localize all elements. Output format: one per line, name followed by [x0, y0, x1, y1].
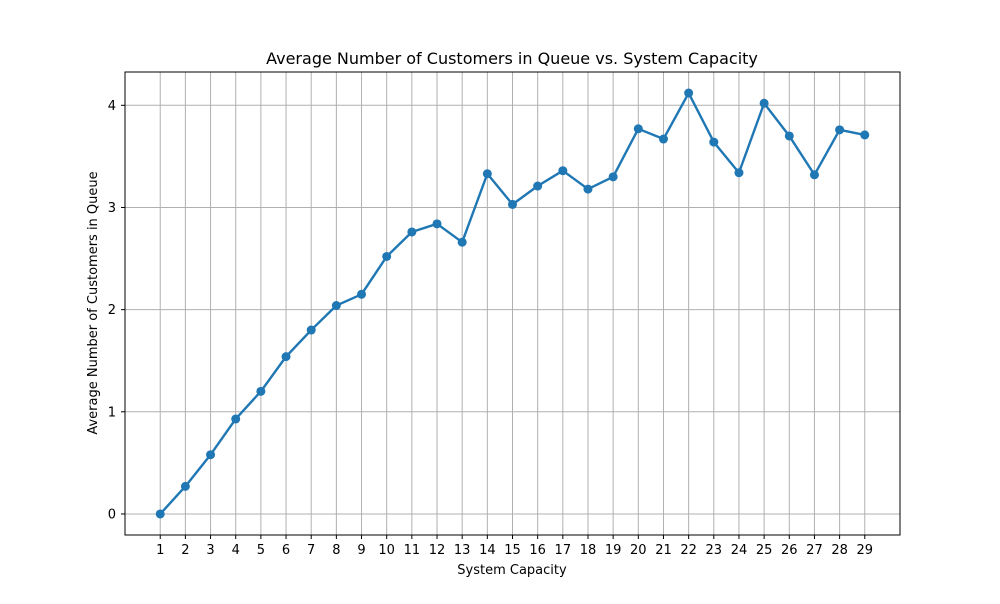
data-point — [231, 414, 241, 424]
x-tick-label: 14 — [479, 543, 496, 558]
y-axis-label: Average Number of Customers in Queue — [86, 171, 101, 434]
plot-frame — [124, 71, 901, 536]
x-tick-label: 3 — [206, 543, 214, 558]
data-point — [256, 386, 266, 396]
x-tick-label: 5 — [257, 543, 265, 558]
x-tick-label: 18 — [580, 543, 597, 558]
data-point — [583, 184, 593, 194]
x-tick-label: 22 — [680, 543, 697, 558]
x-tick-label: 17 — [555, 543, 572, 558]
x-tick-label: 28 — [831, 543, 848, 558]
y-tick-label: 3 — [108, 201, 116, 216]
x-tick-label: 1 — [156, 543, 164, 558]
x-tick-label: 6 — [282, 543, 290, 558]
data-point — [508, 199, 517, 209]
x-tick-label: 7 — [307, 543, 315, 558]
y-tick-label: 2 — [108, 303, 116, 318]
x-tick-label: 27 — [806, 543, 823, 558]
x-tick-label: 4 — [232, 543, 240, 558]
data-point — [281, 352, 291, 362]
x-tick-label: 25 — [756, 543, 773, 558]
data-point — [759, 98, 769, 108]
data-point — [482, 169, 492, 179]
x-tick-label: 26 — [781, 543, 798, 558]
y-tick-label: 1 — [108, 405, 116, 420]
data-point — [658, 134, 668, 144]
x-tick-label: 9 — [357, 543, 365, 558]
y-tick-label: 0 — [108, 507, 116, 522]
data-point — [684, 88, 694, 98]
data-point — [633, 124, 643, 134]
data-point — [809, 170, 819, 180]
data-point — [533, 181, 543, 191]
x-tick-label: 20 — [630, 543, 647, 558]
x-axis-label: System Capacity — [457, 563, 567, 578]
x-tick-label: 11 — [404, 543, 421, 558]
data-point — [608, 172, 618, 182]
x-tick-label: 29 — [856, 543, 873, 558]
data-point — [382, 252, 392, 262]
data-point — [457, 237, 467, 247]
x-tick-label: 16 — [529, 543, 546, 558]
data-point — [734, 168, 744, 178]
x-tick-label: 8 — [332, 543, 340, 558]
x-tick-label: 15 — [504, 543, 521, 558]
chart-title: Average Number of Customers in Queue vs.… — [266, 49, 758, 68]
data-point — [558, 166, 568, 176]
data-point — [709, 137, 719, 147]
x-tick-label: 23 — [706, 543, 723, 558]
data-point — [432, 219, 442, 229]
data-point — [331, 301, 341, 311]
x-tick-label: 13 — [454, 543, 471, 558]
x-tick-label: 12 — [429, 543, 446, 558]
y-tick-label: 4 — [108, 99, 116, 114]
x-tick-label: 24 — [731, 543, 748, 558]
data-point — [180, 481, 190, 491]
x-tick-label: 19 — [605, 543, 622, 558]
x-tick-label: 2 — [181, 543, 189, 558]
data-point — [306, 325, 316, 335]
data-series — [155, 88, 870, 519]
data-point — [860, 130, 870, 140]
data-point — [835, 125, 845, 135]
data-point — [784, 131, 794, 141]
x-tick-label: 10 — [378, 543, 395, 558]
data-point — [206, 450, 216, 460]
data-point — [155, 509, 165, 519]
grid-lines — [125, 72, 900, 535]
data-point — [407, 227, 417, 237]
data-point — [357, 289, 367, 299]
axis-ticks: 1 2 3 4 5 6 7 8 9 10 11 12 13 14 15 16 17 18 19 20 21 22 23 24 2… — [108, 99, 873, 558]
x-tick-label: 21 — [655, 543, 672, 558]
